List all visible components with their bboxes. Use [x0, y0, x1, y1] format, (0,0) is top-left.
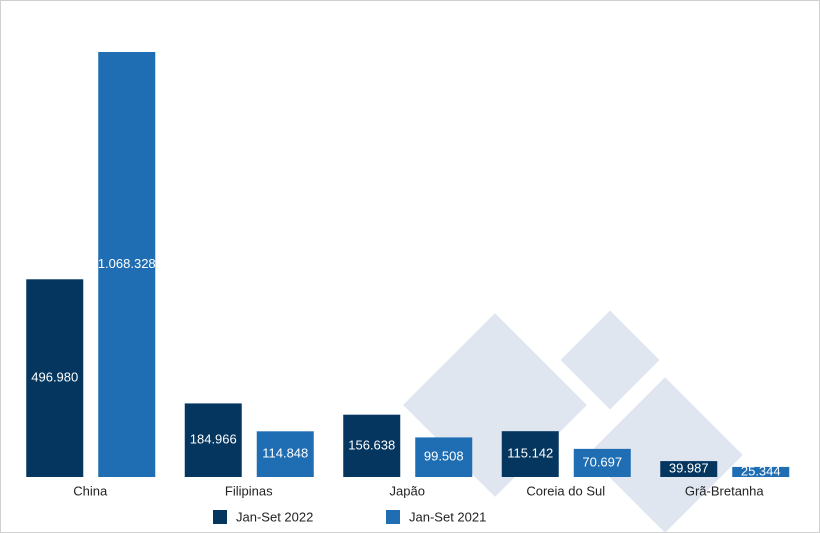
- bar: [501, 431, 559, 477]
- bar: [415, 437, 473, 477]
- data-label: 156.638: [348, 437, 395, 452]
- data-label: 70.697: [582, 454, 622, 469]
- legend-label: Jan-Set 2022: [236, 509, 313, 524]
- data-label: 115.142: [507, 446, 553, 461]
- bar: [184, 403, 242, 477]
- x-tick-label: China: [73, 483, 108, 498]
- data-label: 99.508: [424, 449, 464, 464]
- data-label: 114.848: [262, 446, 308, 461]
- bar: [573, 448, 631, 477]
- data-label: 1.068.328: [98, 256, 156, 271]
- x-tick-label: Japão: [390, 483, 425, 498]
- bar: [732, 466, 790, 477]
- bar: [343, 414, 401, 477]
- bar: [256, 431, 314, 477]
- bar: [660, 461, 718, 477]
- x-tick-label: Grã-Bretanha: [685, 483, 765, 498]
- x-tick-label: Filipinas: [225, 483, 273, 498]
- bar: [98, 52, 156, 477]
- bar: [26, 279, 84, 477]
- data-label: 39.987: [669, 460, 709, 475]
- legend-label: Jan-Set 2021: [409, 509, 486, 524]
- legend-swatch: [386, 510, 400, 524]
- data-label: 496.980: [31, 370, 78, 385]
- data-label: 184.966: [190, 432, 237, 447]
- data-label: 25.344: [741, 463, 781, 478]
- legend-swatch: [213, 510, 227, 524]
- x-tick-label: Coreia do Sul: [526, 483, 605, 498]
